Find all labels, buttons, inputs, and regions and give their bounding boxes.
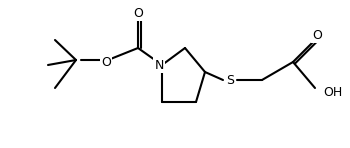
Text: OH: OH — [323, 86, 342, 99]
Text: O: O — [101, 56, 111, 69]
Text: S: S — [226, 74, 234, 86]
Text: O: O — [312, 29, 322, 41]
Text: O: O — [133, 7, 143, 20]
Text: N: N — [154, 58, 164, 71]
